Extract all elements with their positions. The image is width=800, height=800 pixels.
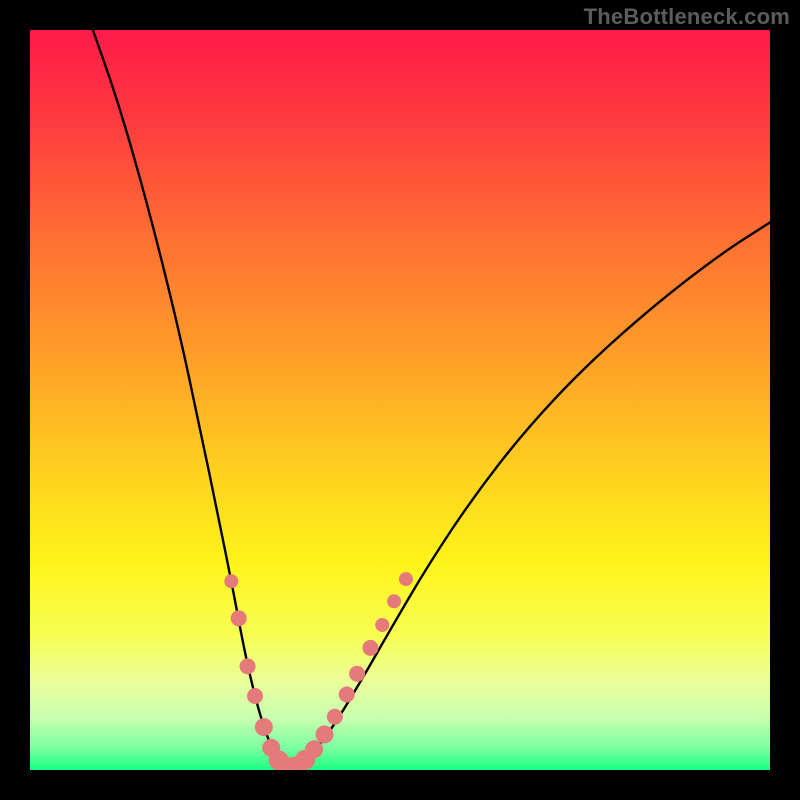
bottleneck-chart-svg <box>30 30 770 770</box>
data-marker <box>375 618 389 632</box>
data-marker <box>247 688 263 704</box>
data-marker <box>327 709 343 725</box>
data-marker <box>399 572 413 586</box>
watermark-text: TheBottleneck.com <box>584 4 790 30</box>
data-marker <box>316 725 334 743</box>
data-marker <box>231 610 247 626</box>
data-marker <box>387 594 401 608</box>
data-marker <box>240 658 256 674</box>
data-marker <box>255 718 273 736</box>
plot-area <box>30 30 770 770</box>
data-marker <box>224 574 238 588</box>
gradient-background <box>30 30 770 770</box>
data-marker <box>349 666 365 682</box>
data-marker <box>362 640 378 656</box>
data-marker <box>339 687 355 703</box>
chart-frame: TheBottleneck.com <box>0 0 800 800</box>
data-marker <box>305 740 323 758</box>
